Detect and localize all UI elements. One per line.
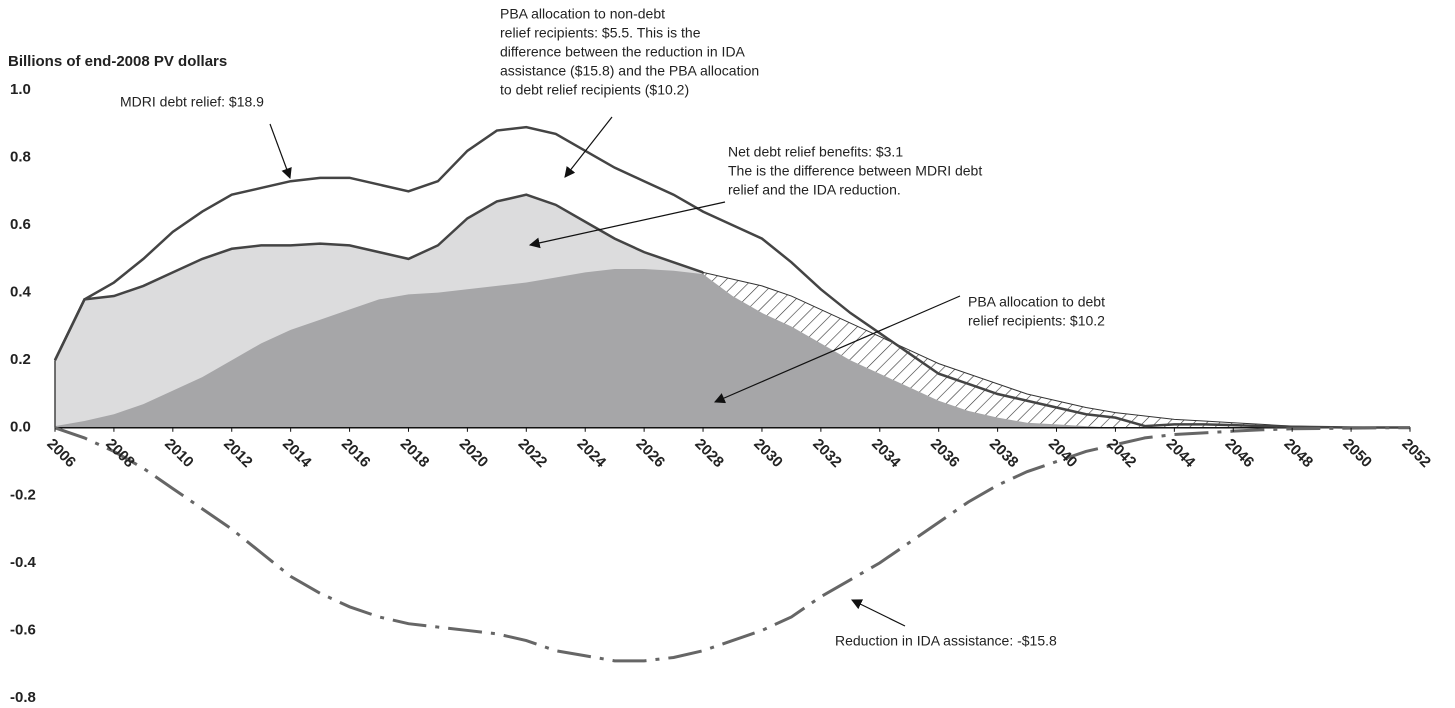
annotation: Reduction in IDA assistance: -$15.8: [835, 633, 1057, 649]
x-tick-label: 2018: [397, 435, 433, 471]
annotation-arrow: [714, 295, 961, 404]
annotation: Net debt relief benefits: $3.1: [728, 144, 903, 160]
x-tick-label: 2010: [161, 435, 197, 471]
y-tick-label: -0.8: [10, 689, 36, 706]
annotation-arrow: [528, 201, 726, 249]
y-tick-label: 0.2: [10, 351, 31, 368]
x-tick-label: 2052: [1398, 435, 1434, 471]
x-tick-label: 2022: [515, 435, 551, 471]
x-tick-label: 2032: [809, 435, 845, 471]
area: [55, 269, 1410, 428]
annotation: PBA allocation to debt: [968, 294, 1105, 310]
x-tick-label: 2046: [1222, 435, 1258, 471]
x-tick-label: 2012: [220, 435, 256, 471]
annotation: difference between the reduction in IDA: [500, 44, 746, 60]
y-tick-label: -0.4: [10, 554, 37, 571]
x-tick-label: 2030: [750, 435, 786, 471]
y-tick-label: -0.2: [10, 486, 36, 503]
x-tick-label: 2024: [574, 435, 610, 471]
x-tick-label: 2036: [927, 435, 963, 471]
y-tick-label: 0.8: [10, 149, 31, 166]
y-tick-label: 0.6: [10, 216, 31, 233]
dashed-line: [54, 426, 1410, 663]
annotation: relief recipients: $10.2: [968, 313, 1105, 329]
annotation-arrow: [564, 116, 613, 178]
annotation-arrow: [851, 599, 906, 627]
annotation: PBA allocation to non-debt: [500, 6, 665, 22]
x-tick-label: 2048: [1281, 435, 1317, 471]
x-tick-label: 2044: [1163, 435, 1199, 471]
x-tick-label: 2020: [456, 435, 492, 471]
x-tick-label: 2016: [338, 435, 374, 471]
x-tick-label: 2028: [691, 435, 727, 471]
x-tick-label: 2026: [632, 435, 668, 471]
x-tick-label: 2014: [279, 435, 315, 471]
x-tick-label: 2006: [43, 435, 79, 471]
annotation: to debt relief recipients ($10.2): [500, 82, 689, 98]
y-tick-label: -0.6: [10, 621, 36, 638]
annotation: relief and the IDA reduction.: [728, 182, 901, 198]
x-tick-label: 2050: [1339, 435, 1375, 471]
annotation: assistance ($15.8) and the PBA allocatio…: [500, 63, 759, 79]
y-tick-label: 1.0: [10, 81, 31, 98]
x-tick-label: 2038: [986, 435, 1022, 471]
line: [53, 125, 1410, 429]
x-tick-label: 2034: [868, 435, 904, 471]
x-tick-label: 2008: [102, 435, 138, 471]
y-tick-label: 0.0: [10, 419, 31, 436]
y-axis-label: Billions of end-2008 PV dollars: [8, 53, 227, 70]
y-tick-label: 0.4: [10, 284, 32, 301]
annotation: relief recipients: $5.5. This is the: [500, 25, 701, 41]
area-edge: [53, 193, 704, 361]
annotation: MDRI debt relief: $18.9: [120, 94, 264, 110]
x-tick-label: 2040: [1045, 435, 1081, 471]
annotation: The is the difference between MDRI debt: [728, 163, 982, 179]
annotation-arrow: [269, 123, 292, 180]
